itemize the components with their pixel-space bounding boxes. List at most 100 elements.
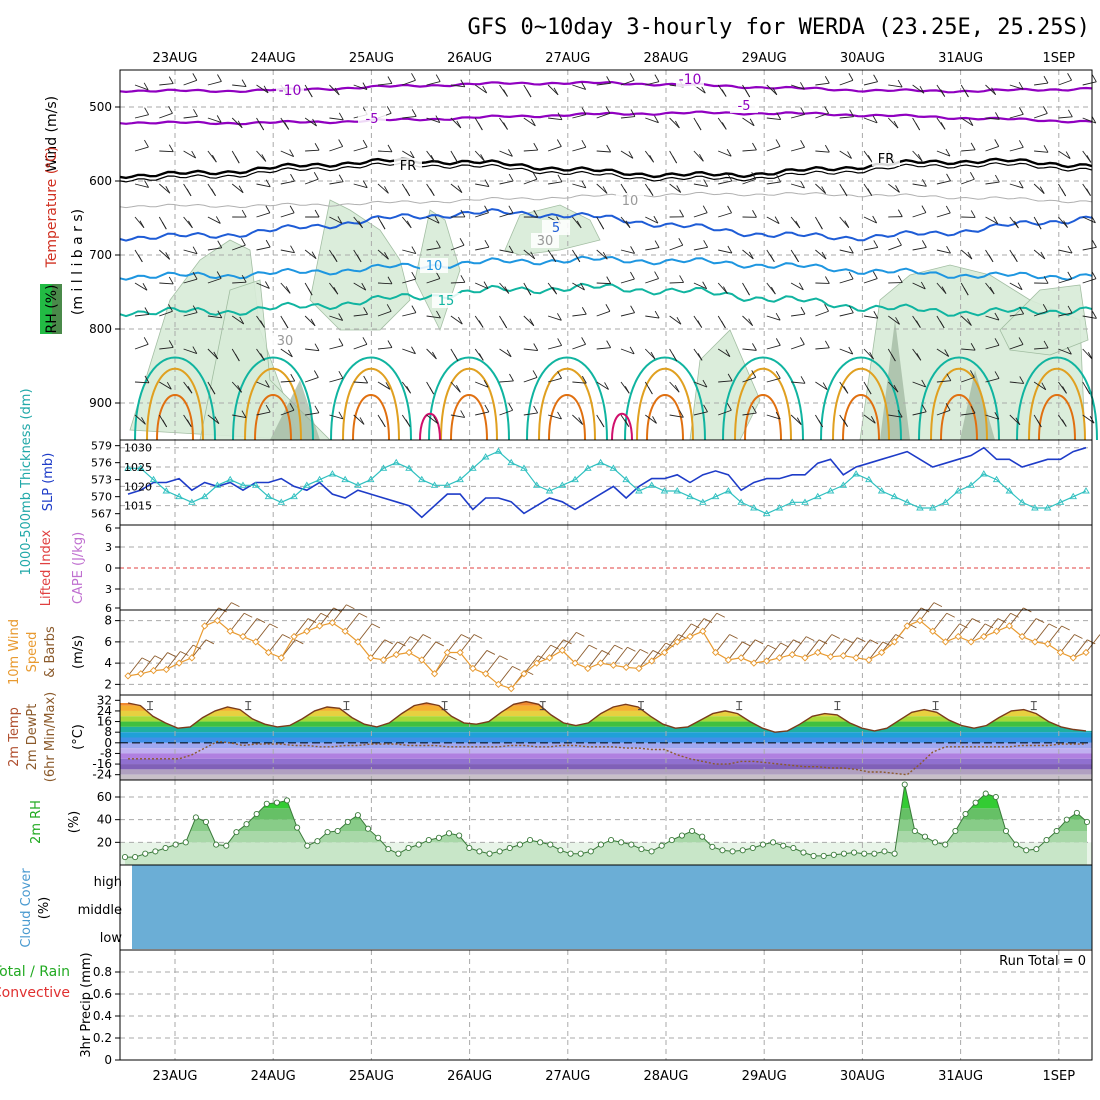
wind-barb — [985, 414, 999, 420]
contour-label: 10 — [426, 259, 443, 274]
wind-barb-flag — [897, 209, 903, 217]
wind-barb — [985, 145, 999, 152]
wind-barb — [961, 178, 975, 185]
wind-barb — [1082, 216, 1096, 224]
wind-barb-flag — [675, 120, 680, 129]
wind-barb-flag — [993, 216, 999, 224]
temp2m-line — [127, 700, 1087, 733]
wind-barb — [572, 282, 585, 291]
temp-contour-lowlevel — [352, 394, 390, 441]
rh2m-point — [739, 847, 746, 854]
wind-barb — [547, 345, 562, 350]
wind-barb-flag — [1085, 386, 1091, 395]
wind-barb-flag — [939, 320, 945, 329]
wind-barb — [353, 282, 366, 291]
wind-barb-flag — [144, 107, 149, 115]
thickness-point — [264, 492, 273, 500]
wind10m-barb-flag — [959, 623, 968, 629]
wind10m-barb — [472, 650, 488, 669]
wind-barb — [402, 348, 416, 355]
thickness-point — [532, 481, 541, 488]
wind-barb-flag — [800, 107, 806, 115]
wind-barb — [985, 216, 998, 225]
thickness-point — [750, 504, 758, 511]
wind-barb-flag — [508, 245, 514, 254]
tick-label: 24 — [97, 704, 112, 718]
wind-barb — [791, 313, 806, 317]
wind10m-barb-flag — [320, 612, 330, 618]
wind10m-barb-flag — [448, 655, 457, 661]
rh2m-point — [557, 847, 564, 854]
wind-barb — [863, 216, 877, 224]
wind-barb-flag — [970, 405, 976, 414]
wind-barb — [353, 146, 368, 152]
wind-barb — [450, 414, 465, 418]
thickness-point — [865, 475, 873, 483]
wind-barb-flag — [192, 346, 198, 354]
rh2m-point — [1053, 827, 1060, 835]
wind-barb-flag — [143, 337, 149, 345]
temp-contour-lowlevel — [146, 367, 204, 441]
wind-barb-flag — [313, 171, 319, 180]
wind-barb — [839, 348, 853, 355]
wind10m-point — [494, 680, 503, 689]
temp-contour-lowlevel — [734, 367, 792, 441]
wind-barb-flag — [726, 149, 732, 157]
wind-barb-flag — [508, 205, 514, 214]
date-label-top: 29AUG — [742, 51, 787, 66]
wind-barb — [207, 81, 222, 86]
wind-barb — [1009, 414, 1021, 426]
wind10m-barb-flag — [256, 618, 266, 623]
wind-barb-flag — [506, 349, 512, 357]
wind-barb-flag — [599, 221, 605, 230]
wind-barb-flag — [314, 143, 320, 151]
wind-barb — [499, 180, 514, 185]
wind-barb-flag — [240, 238, 246, 246]
wind-barb-flag — [654, 115, 659, 123]
rh2m-point — [709, 843, 716, 850]
wind-barb — [815, 310, 829, 317]
rh2m-point — [354, 812, 361, 819]
wind-barb-flag — [557, 313, 562, 321]
wind10m-point — [852, 654, 860, 662]
slp-tick: 1030 — [124, 442, 152, 455]
wind-barb — [232, 281, 247, 284]
wind-barb — [887, 381, 899, 393]
wind-barb-flag — [502, 320, 508, 329]
thickness-point — [980, 470, 988, 477]
temp-contour-lowlevel — [918, 356, 1000, 441]
wind-barb-flag — [362, 82, 368, 90]
cloud-cover-label: Cloud Cover — [19, 868, 34, 948]
tick-label: 700 — [89, 248, 112, 262]
wind-barb — [547, 377, 562, 383]
wind-barb-flag — [578, 417, 584, 425]
wind-barb-flag — [553, 87, 559, 96]
wind10m-barb-flag — [154, 655, 163, 661]
wind10m-barb — [702, 612, 718, 632]
wind-barb — [450, 117, 462, 129]
wind10m-barb — [1021, 618, 1037, 637]
wind-barb-flag — [989, 286, 995, 295]
wind10m-point — [264, 648, 273, 657]
wind10m-point — [865, 656, 873, 664]
wind-barb-flag — [1043, 276, 1049, 284]
wind-barb — [305, 348, 320, 352]
wind10m-point — [418, 656, 426, 664]
wind-barb — [256, 381, 270, 388]
wind-barb — [304, 377, 319, 383]
temp-band — [120, 769, 1092, 775]
wind-barb — [304, 117, 317, 127]
wind-barb — [815, 249, 827, 260]
wind10m-barb-flag — [691, 623, 700, 629]
wind-barb-flag — [771, 286, 776, 295]
wind-barb-flag — [602, 186, 608, 194]
wind-barb-flag — [307, 89, 313, 98]
wind-barb — [232, 244, 246, 251]
wind-barb — [936, 150, 951, 157]
thickness-point — [1005, 487, 1014, 494]
wind-barb-flag — [723, 286, 728, 294]
wind10m-point — [737, 654, 745, 662]
wind-barb-flag — [362, 180, 368, 188]
rh2m-point — [486, 850, 493, 857]
